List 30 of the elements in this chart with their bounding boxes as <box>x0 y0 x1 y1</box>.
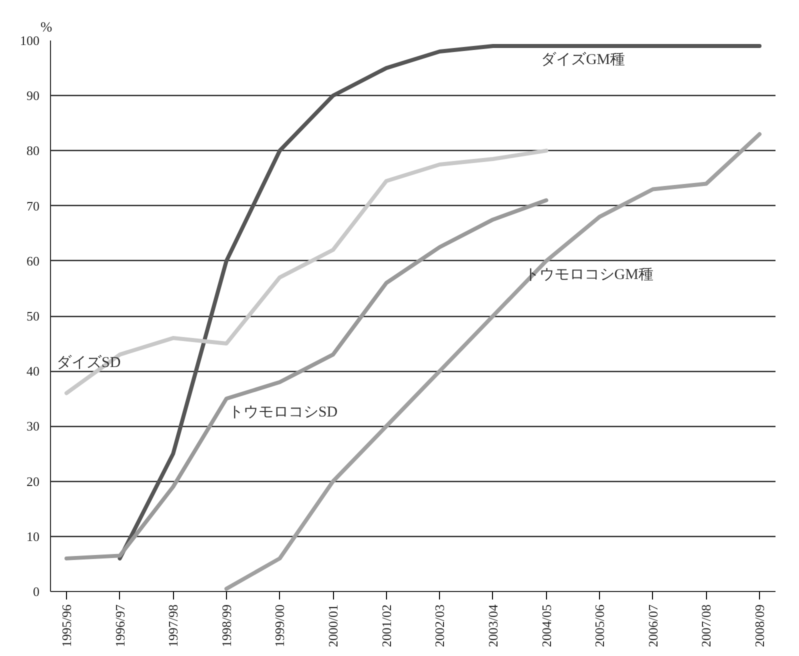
series-label: ダイズSD <box>56 354 121 372</box>
x-tick-label: 2004/05 <box>538 604 554 648</box>
x-tick-label: 1998/99 <box>218 604 234 648</box>
y-tick-label: 40 <box>26 364 40 379</box>
y-tick-label: 80 <box>26 143 40 158</box>
y-tick-label: 10 <box>26 528 40 544</box>
y-axis-title: % <box>40 20 52 36</box>
y-tick-label: 0 <box>33 584 40 599</box>
x-tick-label: 2006/07 <box>645 604 660 648</box>
x-tick-label: 1996/97 <box>112 604 128 648</box>
x-tick-label: 2007/08 <box>698 604 714 648</box>
y-tick-label: 20 <box>26 474 40 489</box>
series-label: トウモロコシSD <box>228 404 338 421</box>
x-tick-label: 2000/01 <box>326 604 341 648</box>
x-tick-label: 2002/03 <box>432 604 448 648</box>
x-tick-label: 1997/98 <box>166 604 181 648</box>
x-tick-label: 2008/09 <box>752 604 768 648</box>
x-tick-label: 1995/96 <box>58 604 74 648</box>
x-tick-label: 1999/00 <box>272 604 288 648</box>
y-tick-label: 100 <box>20 33 40 48</box>
y-tick-label: 70 <box>26 198 40 214</box>
x-tick-label: 2001/02 <box>378 604 394 648</box>
y-tick-label: 50 <box>26 308 40 324</box>
line-series <box>224 132 762 591</box>
y-tick-label: 60 <box>26 253 40 268</box>
y-tick-label: 30 <box>26 418 40 434</box>
series-label: ダイズGM種 <box>540 51 626 68</box>
y-tick-label: 90 <box>26 88 40 104</box>
x-tick-label: 2005/06 <box>592 604 608 648</box>
x-tick-label: 2003/04 <box>485 604 500 648</box>
